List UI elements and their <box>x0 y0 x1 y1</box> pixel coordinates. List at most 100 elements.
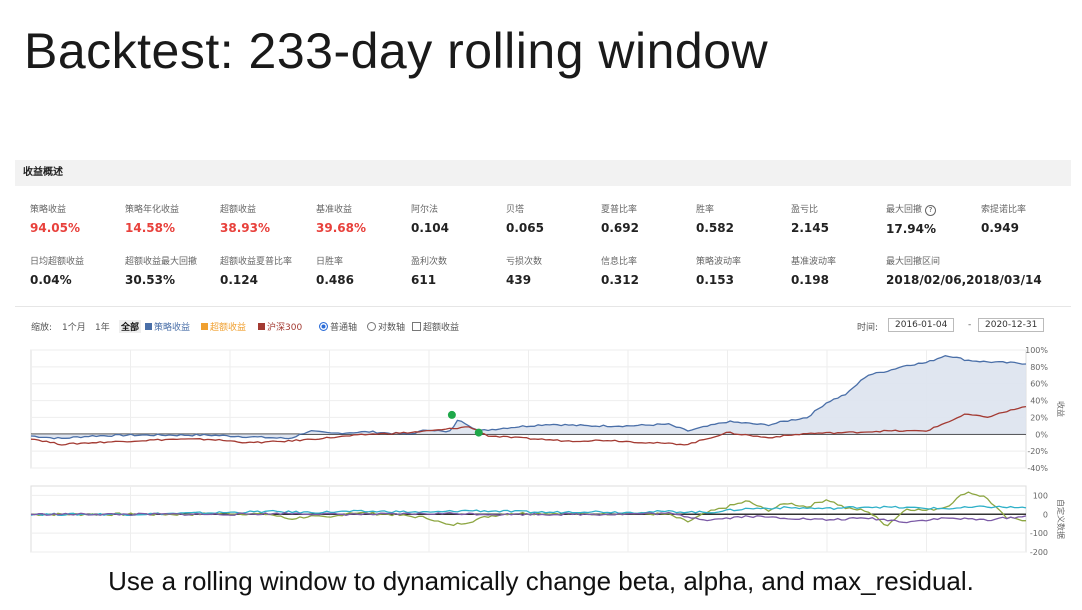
y-tick-label: 20% <box>1030 413 1048 422</box>
metric-value: 30.53% <box>125 273 175 287</box>
y-tick-label: 100% <box>1025 346 1048 355</box>
metric-2-10: 最大回撤区间 2018/02/06,2018/03/14 <box>886 254 1042 287</box>
y-tick-label: 0 <box>1043 510 1048 519</box>
metric-label: 亏损次数 <box>506 257 543 267</box>
y-axis-label: 自定义数据 <box>1056 499 1066 539</box>
metric-label: 日胜率 <box>316 257 344 267</box>
metric-value: 39.68% <box>316 221 366 235</box>
y-tick-label: -40% <box>1027 464 1048 473</box>
metric-2-6: 亏损次数 439 <box>506 254 601 287</box>
time-label: 时间: <box>857 323 879 333</box>
metric-label: 超额收益最大回撤 <box>125 257 198 267</box>
metric-1-6: 贝塔 0.065 <box>506 202 601 235</box>
metric-label: 最大回撤? <box>886 202 981 216</box>
metric-1-3: 超额收益 38.93% <box>220 202 315 235</box>
radio-on-icon <box>319 322 328 331</box>
metric-1-4: 基准收益 39.68% <box>316 202 411 235</box>
metric-2-1: 日均超额收益 0.04% <box>30 254 125 287</box>
legend-csi300[interactable]: 沪深300 <box>258 320 302 333</box>
metric-value: 17.94% <box>886 222 936 236</box>
date-separator: - <box>968 320 972 330</box>
metric-value: 0.486 <box>316 273 354 287</box>
metric-1-8: 胜率 0.582 <box>696 202 791 235</box>
metric-label: 策略年化收益 <box>125 205 180 215</box>
metric-label: 最大回撤区间 <box>886 257 941 267</box>
metric-value: 2018/02/06,2018/03/14 <box>886 273 1042 287</box>
metric-value: 0.312 <box>601 273 639 287</box>
metric-label: 贝塔 <box>506 205 525 215</box>
series-line-2 <box>30 405 1027 446</box>
question-circle-icon[interactable]: ? <box>925 205 937 216</box>
y-tick-label: 80% <box>1030 363 1048 372</box>
metric-value: 94.05% <box>30 221 80 235</box>
metric-value: 38.93% <box>220 221 270 235</box>
y-tick-label: -100 <box>1030 529 1048 538</box>
metric-label: 阿尔法 <box>411 205 439 215</box>
checkbox-icon <box>412 322 421 331</box>
metric-label: 夏普比率 <box>601 205 638 215</box>
metric-label: 策略波动率 <box>696 257 742 267</box>
y-tick-label: -200 <box>1030 548 1048 556</box>
metric-value: 0.949 <box>981 221 1019 235</box>
legend-strategy[interactable]: 策略收益 <box>145 320 190 333</box>
metric-label: 盈利次数 <box>411 257 448 267</box>
log-axis-label: 对数轴 <box>378 323 406 333</box>
metric-value: 0.124 <box>220 273 258 287</box>
trade-marker <box>447 410 456 419</box>
y-tick-label: 0% <box>1035 430 1048 439</box>
series-line-1 <box>30 355 1027 440</box>
metric-label: 胜率 <box>696 205 715 215</box>
chart-controls: 缩放: 1个月 1年 全部 策略收益 超额收益 沪深300 普通轴 对数轴 超额… <box>15 318 1055 336</box>
zoom-label: 缩放: <box>31 323 53 333</box>
metric-1-9: 盈亏比 2.145 <box>791 202 886 235</box>
y-axis-label: 收益 <box>1056 401 1066 417</box>
metric-1-2: 策略年化收益 14.58% <box>125 202 220 235</box>
zoom-all-button[interactable]: 全部 <box>119 320 142 333</box>
metric-value: 439 <box>506 273 532 287</box>
log-axis-radio[interactable]: 对数轴 <box>367 320 405 333</box>
divider <box>15 306 1071 307</box>
metric-label: 盈亏比 <box>791 205 819 215</box>
zoom-1-year-button[interactable]: 1年 <box>95 323 110 333</box>
slide-title: Backtest: 233-day rolling window <box>24 23 769 79</box>
metric-2-3: 超额收益夏普比率 0.124 <box>220 254 315 287</box>
normal-axis-radio[interactable]: 普通轴 <box>319 320 357 333</box>
radio-off-icon <box>367 322 376 331</box>
start-date-input[interactable]: 2016-01-04 <box>888 318 955 332</box>
metric-value: 0.692 <box>601 221 639 235</box>
returns-chart: 100% 80% 60% 40% 20% 0% -20% -40% 收益 <box>30 346 1066 473</box>
metric-1-7: 夏普比率 0.692 <box>601 202 696 235</box>
legend-strategy-label: 策略收益 <box>154 323 191 333</box>
zoom-1-month-button[interactable]: 1个月 <box>62 323 86 333</box>
metric-1-10: 最大回撤? 17.94% <box>886 202 981 236</box>
custom-data-chart: 100 0 -100 -200 自定义数据 <box>30 485 1066 556</box>
end-date-input[interactable]: 2020-12-31 <box>978 318 1045 332</box>
metric-1-1: 策略收益 94.05% <box>30 202 125 235</box>
metric-label: 信息比率 <box>601 257 638 267</box>
metric-label: 超额收益夏普比率 <box>220 257 293 267</box>
metric-1-5: 阿尔法 0.104 <box>411 202 506 235</box>
y-tick-label: 60% <box>1030 380 1048 389</box>
trade-marker <box>474 428 483 437</box>
legend-strategy-swatch <box>145 323 152 330</box>
excess-return-checkbox[interactable]: 超额收益 <box>412 320 459 333</box>
metric-label: 策略收益 <box>30 205 67 215</box>
metric-label: 超额收益 <box>220 205 257 215</box>
metric-label: 基准收益 <box>316 205 353 215</box>
metric-label: 索提诺比率 <box>981 205 1027 215</box>
legend-excess[interactable]: 超额收益 <box>201 320 246 333</box>
metric-value: 0.198 <box>791 273 829 287</box>
metric-2-5: 盈利次数 611 <box>411 254 506 287</box>
metric-label: 日均超额收益 <box>30 257 85 267</box>
y-tick-label: 100 <box>1033 491 1048 500</box>
y-tick-label: -20% <box>1027 447 1048 456</box>
metric-2-7: 信息比率 0.312 <box>601 254 696 287</box>
metric-value: 14.58% <box>125 221 175 235</box>
metric-1-11: 索提诺比率 0.949 <box>981 202 1076 235</box>
series-line-3 <box>30 511 1027 524</box>
metric-value: 0.04% <box>30 273 72 287</box>
metric-2-4: 日胜率 0.486 <box>316 254 411 287</box>
metric-value: 0.582 <box>696 221 734 235</box>
metric-2-8: 策略波动率 0.153 <box>696 254 791 287</box>
excess-return-checkbox-label: 超额收益 <box>423 323 460 333</box>
